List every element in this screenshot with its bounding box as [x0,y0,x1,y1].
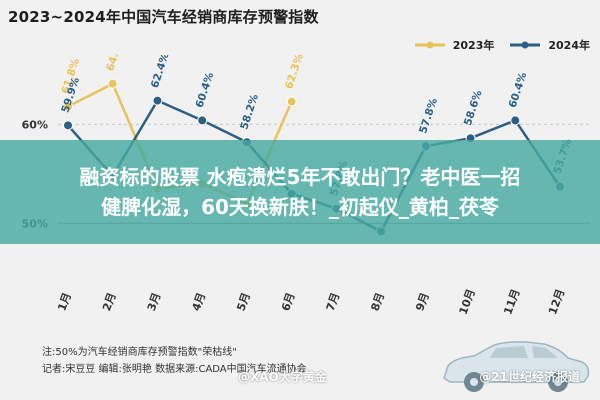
data-label-1-4: 58.2% [238,92,261,131]
chart-title: 2023~2024年中国汽车经销商库存预警指数 [8,8,319,26]
data-label-1-10: 60.4% [507,71,530,110]
data-point-1-2 [152,95,163,106]
x-tick-label: 5月 [234,291,253,313]
car-illustration-icon [443,341,590,392]
x-tick-label: 4月 [190,291,209,313]
y-tick-label: 60% [22,118,48,131]
data-label-0-5: 62.3% [283,55,306,90]
legend-swatch-2023 [414,41,445,49]
data-point-1-10 [510,115,521,126]
watermark-right: @21世纪经济报道 [479,370,580,384]
data-point-1-0 [63,120,73,131]
legend-label-2024: 2024年 [548,39,590,52]
data-point-0-1 [107,78,118,89]
data-label-1-2: 62.4% [149,55,172,90]
x-tick-label: 2月 [100,291,119,313]
x-tick-label: 7月 [324,291,343,313]
legend-label-2023: 2023年 [452,39,495,52]
x-tick-label: 9月 [413,291,432,313]
note-credits: 记者:宋豆豆 编辑:张明艳 数据来源:CADA中国汽车流通协会 [42,364,307,375]
x-tick-label: 3月 [145,291,164,313]
note-threshold: 注:50%为汽车经销商库存预警指数"荣枯线" [42,347,237,358]
x-tick-label: 11月 [501,287,522,316]
data-point-1-3 [197,115,208,126]
data-label-1-8: 57.8% [417,96,440,135]
x-tick-label: 6月 [279,291,298,313]
overlay-text-line-2: 健脾化湿，60天换新肤！_初起仪_黄柏_茯苓 [101,195,499,219]
ad-overlay-banner[interactable]: 融资标的股票 水疱溃烂5年不敢出门？老中医一招 健脾化湿，60天换新肤！_初起仪… [0,140,600,244]
legend-item-2024: 2024年 [508,37,590,53]
overlay-text-line-1: 融资标的股票 水疱溃烂5年不敢出门？老中医一招 [79,165,521,189]
watermark-left: @XAO大字黄金 [238,370,327,384]
data-label-1-9: 58.6% [462,88,485,127]
legend-item-2023: 2023年 [413,37,495,53]
x-tick-label: 8月 [369,291,388,313]
data-point-0-5 [286,96,297,107]
x-tick-label: 10月 [457,287,478,316]
x-tick-label: 12月 [546,287,567,316]
legend-swatch-2024 [510,41,541,49]
chart-legend: 2023年 2024年 [413,36,590,54]
chart-notes: 注:50%为汽车经销商库存预警指数"荣枯线" 记者:宋豆豆 编辑:张明艳 数据来… [42,344,307,378]
data-label-1-3: 60.4% [194,71,217,110]
data-point-0-0 [63,101,73,112]
data-label-0-1: 64.1% [104,55,127,73]
x-tick-label: 1月 [55,291,74,313]
